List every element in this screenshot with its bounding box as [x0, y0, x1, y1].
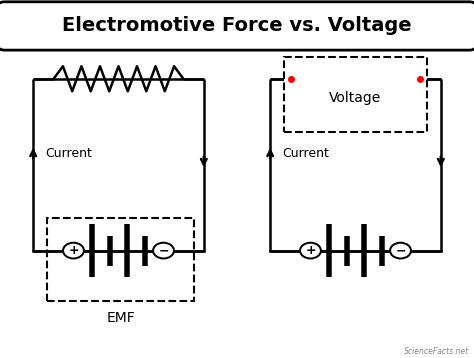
- Text: ScienceFacts.net: ScienceFacts.net: [404, 347, 469, 356]
- FancyBboxPatch shape: [0, 2, 474, 50]
- Text: Electromotive Force vs. Voltage: Electromotive Force vs. Voltage: [62, 16, 412, 35]
- Text: Current: Current: [282, 147, 329, 160]
- Text: +: +: [305, 244, 316, 257]
- Text: −: −: [395, 244, 406, 257]
- Text: Current: Current: [45, 147, 92, 160]
- Circle shape: [63, 243, 84, 258]
- Bar: [47, 218, 194, 301]
- Bar: [284, 57, 427, 132]
- Circle shape: [153, 243, 174, 258]
- Circle shape: [300, 243, 321, 258]
- Text: +: +: [68, 244, 79, 257]
- Text: −: −: [158, 244, 169, 257]
- Text: Voltage: Voltage: [329, 91, 382, 106]
- Text: EMF: EMF: [107, 311, 135, 325]
- Circle shape: [390, 243, 411, 258]
